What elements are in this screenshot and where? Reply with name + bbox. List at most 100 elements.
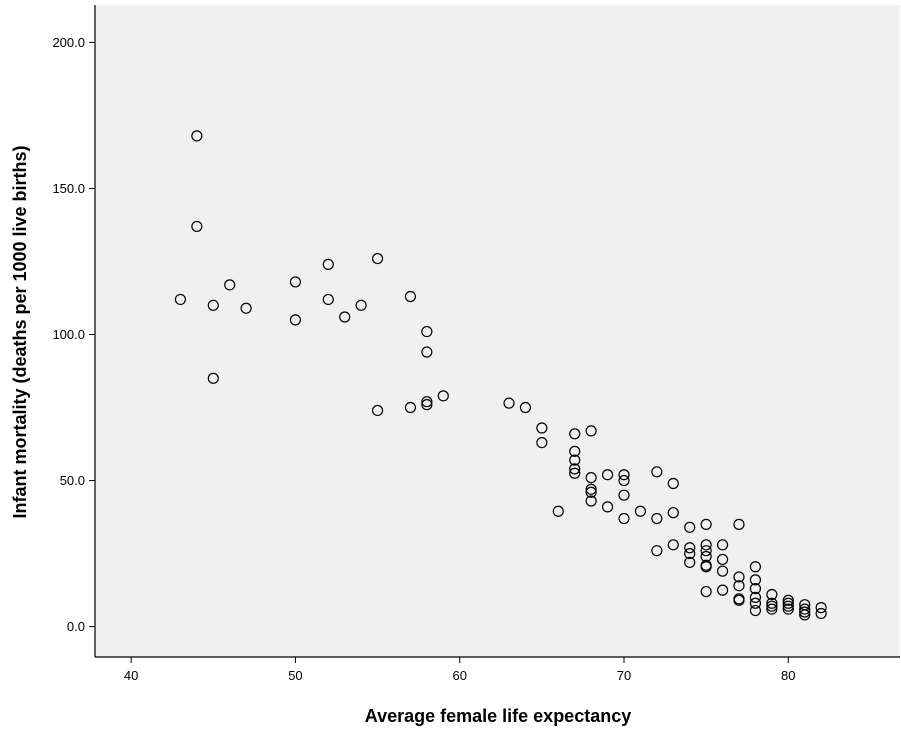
data-point (339, 311, 351, 323)
data-point (700, 518, 712, 530)
x-axis-title: Average female life expectancy (365, 706, 631, 726)
y-tick-label: 50.0 (60, 473, 85, 488)
x-tick-label: 80 (781, 668, 795, 683)
data-point (224, 279, 236, 291)
data-point (191, 130, 203, 142)
data-point (799, 609, 811, 621)
data-point (667, 477, 679, 490)
x-tick-label: 50 (288, 668, 302, 683)
data-point (799, 606, 811, 618)
data-point (569, 463, 581, 475)
y-tick-label: 100.0 (52, 327, 85, 342)
data-point (700, 585, 712, 598)
data-point (733, 594, 745, 606)
data-point (815, 607, 827, 620)
data-point (684, 547, 696, 560)
data-point (191, 220, 203, 233)
y-axis-ticks: 0.0 50.0 100.0 150.0 200.0 (52, 35, 95, 634)
data-point (618, 474, 630, 487)
data-point (404, 290, 417, 303)
data-point (371, 404, 384, 417)
data-point (355, 299, 367, 311)
data-point (207, 299, 219, 311)
y-axis-title: Infant mortality (deaths per 1000 live b… (10, 145, 30, 518)
data-point (700, 539, 712, 551)
data-point (766, 603, 778, 615)
data-point (437, 390, 449, 402)
data-point (782, 603, 794, 615)
data-point (585, 495, 597, 507)
data-point (618, 489, 630, 501)
data-point (536, 436, 548, 449)
data-points (174, 130, 827, 621)
data-point (569, 445, 581, 457)
data-point (322, 258, 334, 270)
data-point (749, 574, 762, 586)
data-point (782, 600, 794, 612)
data-point (667, 507, 679, 519)
data-point (766, 588, 778, 601)
data-point (421, 325, 433, 338)
data-point (749, 597, 762, 609)
data-point (585, 483, 597, 495)
data-point (815, 602, 827, 614)
x-axis-ticks: 40 50 60 70 80 (124, 657, 796, 683)
data-point (716, 553, 729, 566)
data-point (569, 428, 581, 440)
data-point (569, 467, 581, 479)
data-point (421, 346, 433, 358)
data-point (684, 542, 696, 554)
data-point (552, 505, 564, 517)
data-point (651, 512, 663, 525)
data-point (207, 372, 219, 384)
y-tick-label: 150.0 (52, 181, 85, 196)
data-point (700, 545, 712, 557)
x-tick-label: 60 (452, 668, 466, 683)
x-tick-label: 40 (124, 668, 138, 683)
data-point (585, 486, 597, 498)
data-point (322, 293, 334, 306)
data-point (733, 518, 745, 530)
data-point (634, 505, 647, 517)
data-point (782, 597, 794, 609)
data-point (733, 571, 745, 583)
y-tick-label: 0.0 (67, 619, 85, 634)
data-point (749, 583, 762, 595)
data-point (766, 597, 778, 609)
plot-area (95, 5, 900, 657)
data-point (749, 561, 762, 573)
data-point (799, 603, 811, 615)
data-point (618, 512, 630, 525)
x-tick-label: 70 (617, 668, 631, 683)
data-point (585, 425, 597, 437)
data-point (601, 501, 614, 513)
data-point (700, 561, 712, 573)
y-tick-label: 200.0 (52, 35, 85, 50)
data-point (684, 556, 696, 568)
data-point (782, 594, 794, 606)
data-point (289, 314, 302, 326)
data-point (766, 600, 778, 612)
data-point (585, 472, 597, 484)
data-point (421, 399, 433, 411)
data-point (503, 397, 515, 409)
data-point (716, 565, 729, 577)
data-point (749, 591, 762, 604)
data-point (733, 580, 745, 592)
data-point (174, 293, 187, 306)
data-point (421, 396, 433, 408)
data-point (749, 604, 762, 617)
data-point (667, 539, 679, 551)
data-point (519, 401, 532, 414)
data-point (601, 469, 614, 481)
data-point (371, 252, 384, 265)
data-point (618, 469, 630, 481)
data-point (651, 545, 663, 557)
data-point (569, 454, 581, 466)
data-point (404, 401, 417, 414)
data-point (716, 584, 729, 596)
data-point (716, 539, 729, 551)
data-point (684, 521, 696, 533)
data-point (536, 422, 548, 434)
